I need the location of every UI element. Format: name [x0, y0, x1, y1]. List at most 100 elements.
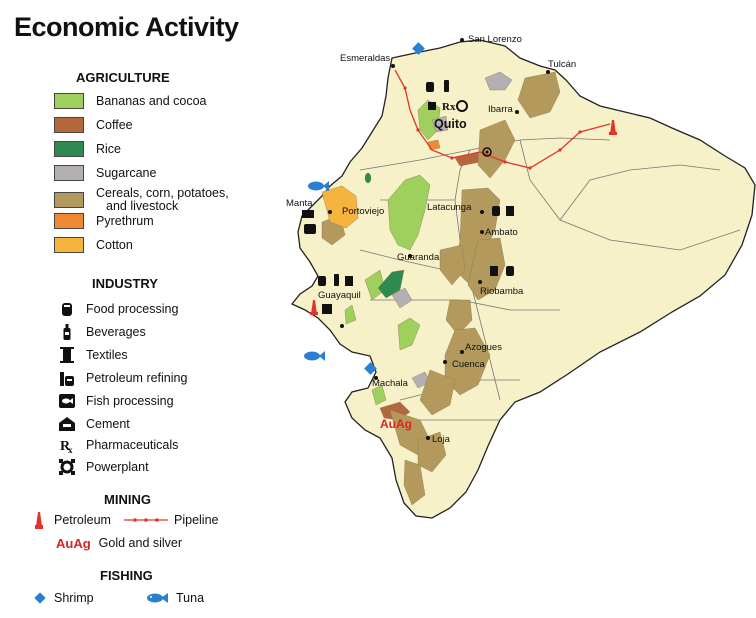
shrimp-icon — [34, 592, 46, 604]
legend-item-tuna: Tuna — [146, 589, 204, 607]
sugarcane-region — [391, 287, 413, 309]
legend-label: Rice — [96, 142, 122, 156]
legend-item-sugarcane: Sugarcane — [54, 164, 156, 182]
legend-item-fish-processing: Fish processing — [58, 392, 174, 410]
legend-label: Pharmaceuticals — [86, 438, 179, 452]
rice-region — [377, 269, 405, 299]
sugarcane-region — [431, 115, 449, 133]
legend-item-cereals: Cereals, corn, potatoes, and livestock — [54, 185, 229, 215]
tuna-icon — [304, 351, 325, 361]
cotton-swatch — [54, 237, 84, 253]
legend-label: Petroleum — [54, 513, 111, 527]
city-labels: San Lorenzo Esmeraldas Tulcán Ibarra Qui… — [286, 34, 576, 445]
cement-icon — [58, 415, 76, 433]
city-label: Cuenca — [452, 359, 485, 370]
beverages-icon — [58, 323, 76, 341]
svg-text:x: x — [68, 445, 73, 453]
cereals-swatch — [54, 192, 84, 208]
legend-item-pipeline: Pipeline — [124, 511, 218, 529]
city-label: Riobamba — [480, 286, 524, 297]
legend-item-powerplant: Powerplant — [58, 458, 149, 476]
quito-industry-symbols: Rx — [426, 80, 468, 113]
legend-label: Coffee — [96, 118, 133, 132]
legend-item-pyrethrum: Pyrethrum — [54, 212, 154, 230]
fishing-heading: FISHING — [100, 568, 153, 583]
tuna-icon — [308, 181, 329, 191]
cereals-region — [477, 119, 516, 179]
petroleum-refining-icon — [58, 369, 76, 387]
legend-label: Cement — [86, 417, 130, 431]
city-label: Latacunga — [427, 202, 472, 213]
legend-label: Pyrethrum — [96, 214, 154, 228]
rice-region — [364, 172, 372, 184]
portoviejo-industry-symbols — [302, 210, 316, 234]
legend-item-shrimp: Shrimp — [34, 589, 94, 607]
cotton-region — [321, 185, 359, 229]
mining-heading: MINING — [104, 492, 151, 507]
legend-item-cement: Cement — [58, 415, 130, 433]
city-label: Loja — [432, 434, 451, 445]
bananas-region — [397, 317, 421, 351]
agriculture-regions — [321, 71, 561, 506]
legend-label: Pipeline — [174, 513, 219, 527]
pyrethrum-region — [427, 139, 441, 151]
city-label: Esmeraldas — [340, 53, 390, 64]
pipeline-ticks — [403, 86, 582, 170]
industry-heading: INDUSTRY — [92, 276, 158, 291]
shrimp-icon — [364, 362, 377, 375]
city-label: Ibarra — [488, 104, 514, 115]
cereals-region — [439, 244, 466, 286]
riobamba-industry-symbols — [490, 266, 514, 276]
city-label: Quito — [434, 117, 467, 131]
petroleum-icon — [30, 511, 48, 529]
legend-label: Cotton — [96, 238, 133, 252]
legend-item-beverages: Beverages — [58, 323, 146, 341]
cereals-region — [403, 459, 426, 506]
cereals-region — [417, 431, 447, 473]
bananas-swatch — [54, 93, 84, 109]
bananas-region — [344, 304, 357, 325]
city-dots — [328, 38, 550, 440]
legend-item-rice: Rice — [54, 140, 121, 158]
cereals-region — [517, 71, 561, 119]
shrimp-icon — [412, 42, 425, 55]
food-processing-icon — [58, 300, 76, 318]
legend-item-petroleum-refining: Petroleum refining — [58, 369, 187, 387]
cereals-region — [444, 327, 491, 396]
city-label: Machala — [372, 378, 409, 389]
legend-item-coffee: Coffee — [54, 116, 133, 134]
gold-silver-symbol: AuAg — [56, 535, 91, 551]
legend-label: Food processing — [86, 302, 179, 316]
cereals-region — [467, 237, 506, 301]
cereals-region — [445, 299, 473, 336]
city-label: Guaranda — [397, 252, 440, 263]
legend-label-block: Cereals, corn, potatoes, and livestock — [96, 187, 229, 213]
ambato-industry-symbols — [492, 206, 514, 216]
legend-item-textiles: Textiles — [58, 346, 128, 364]
legend-label: and livestock — [106, 199, 179, 213]
powerplant-icon — [58, 458, 76, 476]
coffee-swatch — [54, 117, 84, 133]
city-label: Manta — [286, 198, 313, 209]
sugarcane-region — [484, 71, 513, 91]
legend-item-cotton: Cotton — [54, 236, 133, 254]
legend-label: Cereals, corn, potatoes, — [96, 186, 229, 200]
city-label: Azogues — [465, 342, 502, 353]
city-label: Portoviejo — [342, 206, 384, 217]
pyrethrum-swatch — [54, 213, 84, 229]
cereals-region — [419, 369, 456, 416]
gold-silver-marker: AuAg — [380, 417, 412, 431]
city-label: San Lorenzo — [468, 34, 522, 45]
petroleum-icon — [310, 300, 318, 315]
rice-swatch — [54, 141, 84, 157]
legend-label: Textiles — [86, 348, 128, 362]
city-label: Ambato — [485, 227, 518, 238]
fish-processing-icon — [58, 392, 76, 410]
petroleum-icon — [609, 120, 617, 135]
agriculture-heading: AGRICULTURE — [76, 70, 170, 85]
city-label: Tulcán — [548, 59, 576, 70]
legend-label: Sugarcane — [96, 166, 157, 180]
